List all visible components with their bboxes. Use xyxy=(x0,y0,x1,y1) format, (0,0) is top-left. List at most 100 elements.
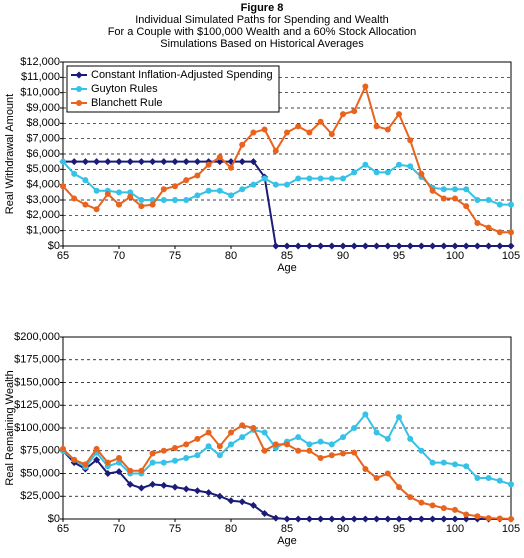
y-tick-label: $7,000 xyxy=(26,133,60,145)
point xyxy=(160,158,168,166)
point xyxy=(172,183,178,190)
point xyxy=(474,475,481,482)
point xyxy=(238,498,246,506)
point xyxy=(205,161,212,168)
x-tick-label: 75 xyxy=(169,250,181,262)
point xyxy=(496,515,503,522)
point xyxy=(238,158,246,166)
point xyxy=(474,197,481,203)
point xyxy=(182,158,190,166)
point xyxy=(138,467,145,474)
x-tick-label: 80 xyxy=(225,250,237,262)
point xyxy=(183,197,190,203)
point xyxy=(116,201,122,208)
y-tick-label: $4,000 xyxy=(26,179,60,191)
point xyxy=(384,126,391,133)
point xyxy=(407,494,414,501)
point xyxy=(149,201,156,208)
point xyxy=(373,169,380,176)
point xyxy=(295,434,302,441)
point xyxy=(328,515,336,523)
point xyxy=(373,515,381,523)
point xyxy=(116,189,122,196)
point xyxy=(452,195,458,202)
point xyxy=(82,461,89,468)
point xyxy=(384,169,391,176)
title-line: For a Couple with $100,000 Wealth and a … xyxy=(108,26,417,38)
point xyxy=(116,455,122,462)
point xyxy=(194,192,201,199)
point xyxy=(451,515,459,523)
point xyxy=(205,443,212,450)
point xyxy=(205,489,213,497)
point xyxy=(228,164,234,171)
point xyxy=(462,242,470,250)
point xyxy=(339,242,347,250)
x-tick-label: 70 xyxy=(113,523,125,535)
point xyxy=(272,441,279,448)
point xyxy=(340,111,346,118)
point xyxy=(429,242,437,250)
point xyxy=(462,515,470,523)
x-axis-label: Age xyxy=(277,535,297,547)
point xyxy=(93,187,100,194)
point xyxy=(463,463,470,470)
point xyxy=(250,425,257,431)
point xyxy=(328,441,335,448)
point xyxy=(440,505,447,512)
point xyxy=(328,175,335,182)
point xyxy=(473,242,481,250)
point xyxy=(283,242,291,250)
y-tick-label: $0 xyxy=(48,513,60,525)
point xyxy=(474,513,481,520)
point xyxy=(127,193,134,200)
point xyxy=(295,175,302,182)
point xyxy=(250,129,257,136)
point xyxy=(126,158,134,166)
point xyxy=(115,158,123,166)
point xyxy=(440,195,447,202)
point xyxy=(127,189,134,196)
point xyxy=(350,242,358,250)
point xyxy=(306,175,313,182)
point xyxy=(306,441,313,448)
y-tick-label: $1,000 xyxy=(26,225,60,237)
y-tick-label: $8,000 xyxy=(26,117,60,129)
point xyxy=(149,450,156,457)
point xyxy=(496,201,503,208)
point xyxy=(463,511,470,518)
point xyxy=(104,158,112,166)
point xyxy=(228,192,234,199)
y-tick-label: $0 xyxy=(48,240,60,252)
point xyxy=(261,429,268,436)
point xyxy=(317,118,324,125)
y-tick-label: $75,000 xyxy=(20,445,60,457)
point xyxy=(294,515,302,523)
point xyxy=(396,484,402,491)
y-tick-label: $6,000 xyxy=(26,148,60,160)
point xyxy=(362,411,369,418)
point xyxy=(60,183,66,190)
point xyxy=(227,497,235,505)
title-line: Individual Simulated Paths for Spending … xyxy=(135,14,389,26)
point xyxy=(104,470,112,477)
y-tick-label: $150,000 xyxy=(14,376,60,388)
point xyxy=(339,515,347,523)
point xyxy=(216,443,223,450)
point xyxy=(228,429,234,436)
point xyxy=(249,501,257,509)
point xyxy=(406,242,414,250)
point xyxy=(328,242,336,250)
x-axis-label: Age xyxy=(277,262,297,274)
legend-label: Blanchett Rule xyxy=(91,97,163,109)
point xyxy=(452,461,458,468)
point xyxy=(93,456,101,464)
y-tick-label: $3,000 xyxy=(26,194,60,206)
x-tick-label: 100 xyxy=(446,250,464,262)
x-tick-label: 95 xyxy=(393,250,405,262)
legend-label: Guyton Rules xyxy=(91,83,158,95)
point xyxy=(194,435,201,442)
series-line xyxy=(63,160,511,247)
x-tick-label: 100 xyxy=(446,523,464,535)
